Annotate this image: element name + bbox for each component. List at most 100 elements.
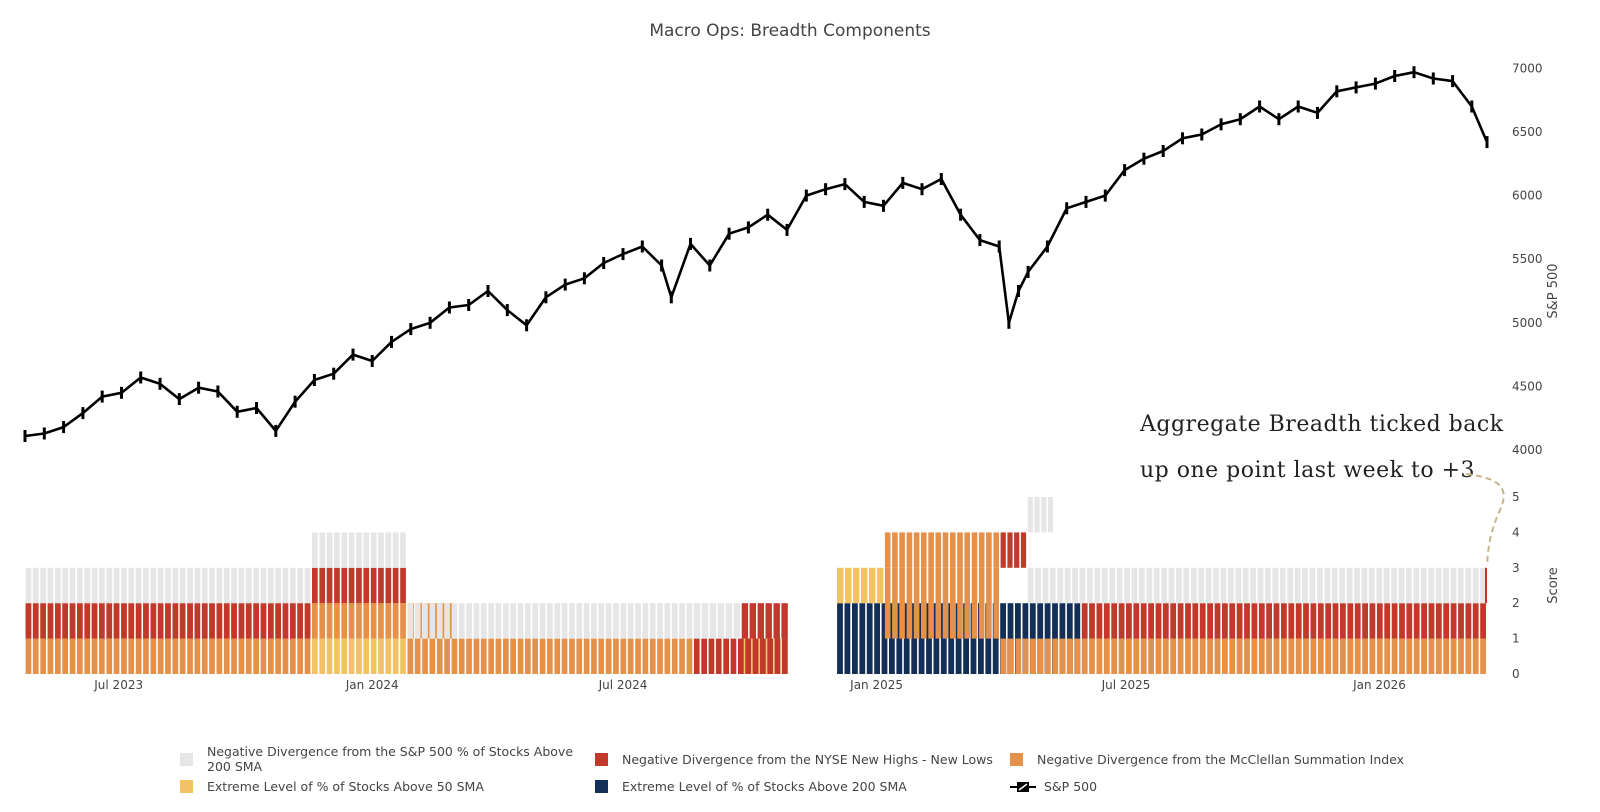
score-bar — [407, 603, 414, 639]
score-bar — [385, 567, 392, 604]
sp500-candle — [447, 301, 451, 314]
score-bar — [304, 567, 311, 604]
score-bar — [1420, 567, 1427, 604]
score-bar — [978, 532, 985, 568]
legend-swatch — [595, 752, 608, 766]
score-bar — [99, 603, 105, 639]
sp500-candle — [486, 285, 490, 297]
score-bar — [121, 603, 127, 639]
sp500-candle — [1412, 66, 1416, 79]
score-bar — [150, 603, 157, 639]
score-bar — [1428, 638, 1435, 674]
score-bar — [642, 638, 649, 674]
score-bar — [458, 638, 465, 674]
score-bar — [657, 603, 663, 639]
score-bar — [635, 603, 641, 639]
score-bar — [1207, 603, 1213, 639]
score-bar — [1391, 567, 1397, 604]
legend-item-sp500-pct-200sma-divergence[interactable]: Negative Divergence from the S&P 500 % o… — [180, 744, 595, 774]
score-bar — [1332, 603, 1339, 639]
score-bar — [223, 638, 230, 674]
legend-item-extreme-200sma[interactable]: Extreme Level of % of Stocks Above 200 S… — [595, 779, 1010, 794]
score-bar — [1030, 638, 1036, 674]
score-bar — [569, 638, 575, 674]
legend-item-sp500[interactable]: S&P 500 — [1010, 779, 1430, 794]
score-bar — [1037, 638, 1044, 674]
score-bar — [733, 603, 741, 639]
score-bar — [1131, 567, 1138, 604]
score-bar — [1229, 603, 1236, 639]
score-bar — [1235, 567, 1242, 604]
score-bar — [913, 532, 920, 568]
score-bar-run — [407, 603, 693, 639]
score-bar — [1161, 567, 1167, 604]
score-bar — [1443, 638, 1450, 674]
legend-item-nyse-highs-lows-divergence[interactable]: Negative Divergence from the NYSE New Hi… — [595, 744, 1010, 774]
score-bar — [245, 567, 252, 604]
score-bar-latest — [1485, 567, 1487, 604]
score-bar — [1015, 638, 1022, 674]
score-bar — [1251, 603, 1258, 639]
sp500-tick-label: 6000 — [1512, 189, 1543, 203]
score-bar — [253, 638, 259, 674]
score-tick-label: 3 — [1512, 561, 1520, 575]
sp500-candle — [978, 234, 982, 247]
score-bar — [495, 638, 502, 674]
score-bar — [179, 638, 186, 674]
sp500-candle — [669, 291, 673, 304]
score-bar — [964, 532, 970, 568]
score-bar — [135, 567, 142, 604]
score-bar — [986, 603, 992, 639]
score-bar — [77, 638, 83, 674]
score-bar — [121, 567, 127, 604]
score-bar — [1331, 567, 1338, 604]
score-bar — [1347, 603, 1354, 639]
sp500-candle — [1238, 113, 1242, 126]
legend-item-mcclellan-divergence[interactable]: Negative Divergence from the McClellan S… — [1010, 744, 1430, 774]
score-bar — [312, 567, 318, 604]
score-bar — [143, 567, 149, 604]
score-bar — [613, 603, 619, 639]
score-bar — [165, 603, 171, 639]
score-bar — [341, 603, 348, 639]
score-bar — [657, 638, 663, 674]
legend-swatch — [595, 780, 608, 793]
score-bar — [297, 638, 303, 674]
sp500-candle — [602, 257, 606, 269]
score-bar — [950, 567, 956, 604]
score-bar — [1281, 603, 1287, 639]
score-bar-run — [693, 603, 741, 639]
score-bar — [1346, 567, 1353, 604]
score-bar — [99, 567, 105, 604]
score-bar — [971, 603, 978, 639]
score-bar — [1183, 567, 1190, 604]
score-bar — [253, 603, 259, 639]
score-bar — [1177, 603, 1184, 639]
score-bar — [1480, 638, 1486, 674]
score-bar — [1303, 603, 1309, 639]
legend-item-extreme-50sma[interactable]: Extreme Level of % of Stocks Above 50 SM… — [180, 779, 595, 794]
score-bar — [725, 603, 733, 639]
score-bar — [1192, 638, 1199, 674]
x-axis: Jul 2023 Jan 2024 Jul 2024 Jan 2025 Jul 2025… — [93, 678, 1406, 692]
legend-swatch — [180, 752, 193, 766]
score-bar — [715, 638, 722, 674]
score-bar — [957, 532, 963, 568]
sp500-candle — [1219, 118, 1223, 131]
score-bar — [583, 603, 590, 639]
score-bar — [106, 638, 113, 674]
score-bar — [1000, 532, 1006, 568]
sp500-candle — [409, 323, 413, 336]
score-bar — [436, 638, 443, 674]
score-bar — [1067, 638, 1073, 674]
score-bar — [881, 603, 888, 674]
score-bar — [238, 638, 245, 674]
score-bar — [837, 603, 843, 674]
sp500-candle — [843, 178, 847, 191]
score-bar — [781, 603, 788, 639]
score-bar — [1222, 603, 1228, 639]
score-bar — [348, 603, 355, 639]
score-bar — [1406, 638, 1413, 674]
x-tick-label: Jan 2024 — [345, 678, 399, 692]
score-bar — [436, 603, 443, 639]
